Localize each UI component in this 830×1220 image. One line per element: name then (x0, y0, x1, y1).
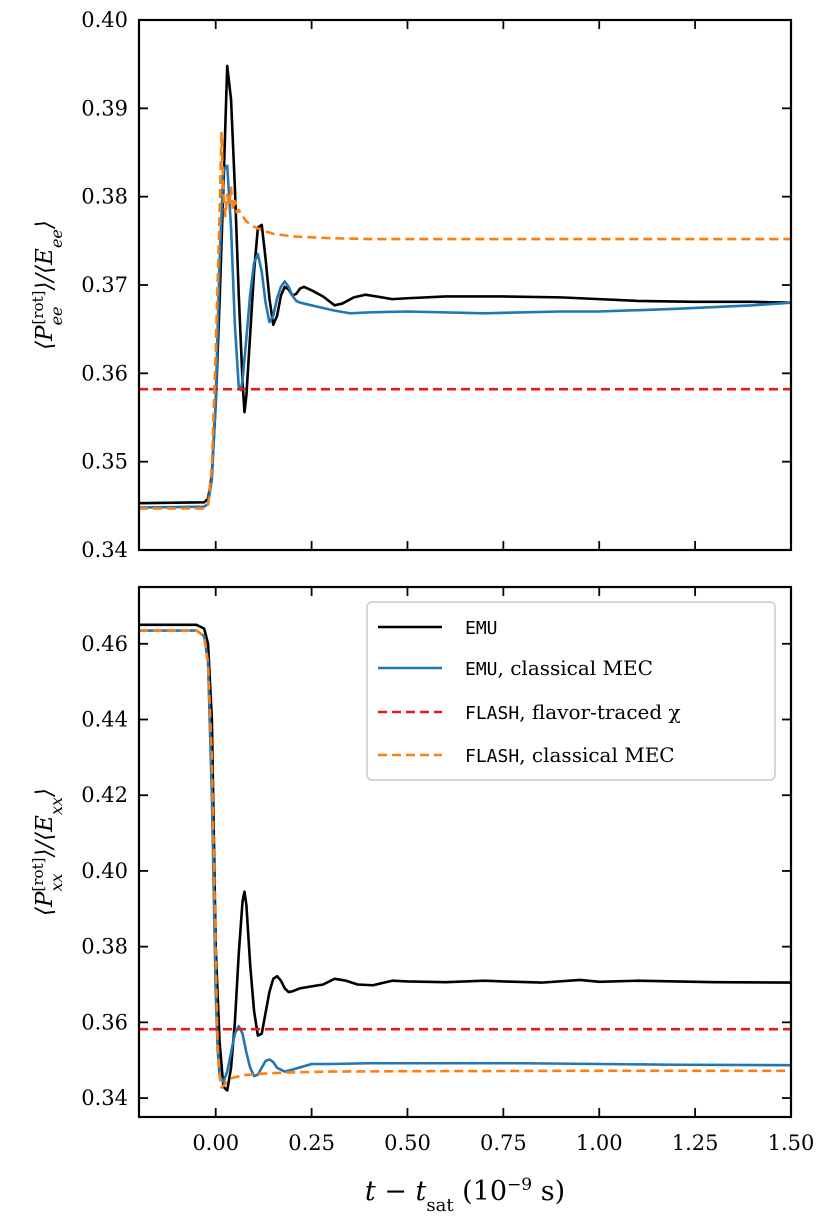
bottom-axes-frame (137, 585, 793, 1119)
bottom-xtick-label: 0.00 (192, 1131, 239, 1155)
legend-entry-emu-classical-mec: EMU, classical MEC (378, 656, 653, 680)
top-ytick-label: 0.37 (81, 273, 128, 297)
bottom-ytick-label: 0.34 (81, 1086, 128, 1110)
bottom-ytick-label: 0.40 (81, 859, 128, 883)
top-series-emu-classical-mec (139, 164, 791, 509)
bottom-y-axis-label: ⟨Pxx[rot]⟩/⟨Exx⟩ (29, 788, 66, 916)
bottom-ytick-label: 0.36 (81, 1010, 128, 1034)
top-ytick-label: 0.39 (81, 96, 128, 120)
bottom-xtick-label: 0.50 (384, 1131, 431, 1155)
legend-box (366, 601, 776, 781)
top-series-emu (139, 64, 791, 505)
bottom-xtick-label: 1.00 (576, 1131, 623, 1155)
bottom-ytick-label: 0.44 (81, 708, 128, 732)
bottom-xtick-label: 1.50 (768, 1131, 815, 1155)
bottom-xtick-label: 0.25 (288, 1131, 335, 1155)
bottom-panel: 0.34 0.36 0.38 0.40 0.42 0.44 0.46 0.00 0.25 0.50… (29, 585, 814, 1155)
legend-label-emu: EMU (465, 618, 498, 639)
bottom-xtick-label: 1.25 (672, 1131, 719, 1155)
x-axis-label: t − tsat (10−9 s) (365, 1175, 565, 1216)
bottom-ytick-label: 0.42 (81, 783, 128, 807)
top-series-flash-classical-mec (139, 131, 791, 510)
top-series-layer (139, 64, 791, 510)
bottom-series-emu (139, 623, 791, 1092)
top-ytick-label: 0.38 (81, 185, 128, 209)
top-y-axis-label: ⟨Pee[rot]⟩/⟨Eee⟩ (29, 220, 66, 350)
bottom-ytick-label: 0.46 (81, 632, 128, 656)
top-ytick-label: 0.40 (81, 8, 128, 32)
top-panel: 0.34 0.35 0.36 0.37 0.38 0.39 0.40 ⟨Pee[rot]⟩/… (29, 8, 793, 562)
legend-entry-emu: EMU (378, 618, 498, 639)
legend-label-flash-classical-mec: FLASH, classical MEC (465, 743, 675, 767)
bottom-series-flash-classical-mec (139, 629, 791, 1089)
legend: EMU EMU, classical MEC FLASH, flavor-tra… (366, 601, 776, 781)
top-ytick-label: 0.36 (81, 361, 128, 385)
bottom-ticks-layer: 0.34 0.36 0.38 0.40 0.42 0.44 0.46 0.00 0.25 0.50… (81, 587, 814, 1155)
bottom-xtick-label: 0.75 (480, 1131, 527, 1155)
bottom-ytick-label: 0.38 (81, 935, 128, 959)
top-ytick-label: 0.34 (81, 538, 128, 562)
legend-entry-flash-flavor-traced: FLASH, flavor-traced χ (378, 700, 681, 724)
legend-label-flash-flavor-traced: FLASH, flavor-traced χ (465, 700, 681, 724)
top-axes-frame (137, 18, 793, 552)
bottom-series-layer (139, 623, 791, 1092)
legend-entry-flash-classical-mec: FLASH, classical MEC (378, 743, 675, 767)
top-ticks-layer: 0.34 0.35 0.36 0.37 0.38 0.39 0.40 (81, 8, 792, 562)
legend-label-emu-classical-mec: EMU, classical MEC (465, 656, 653, 680)
top-ytick-label: 0.35 (81, 450, 128, 474)
